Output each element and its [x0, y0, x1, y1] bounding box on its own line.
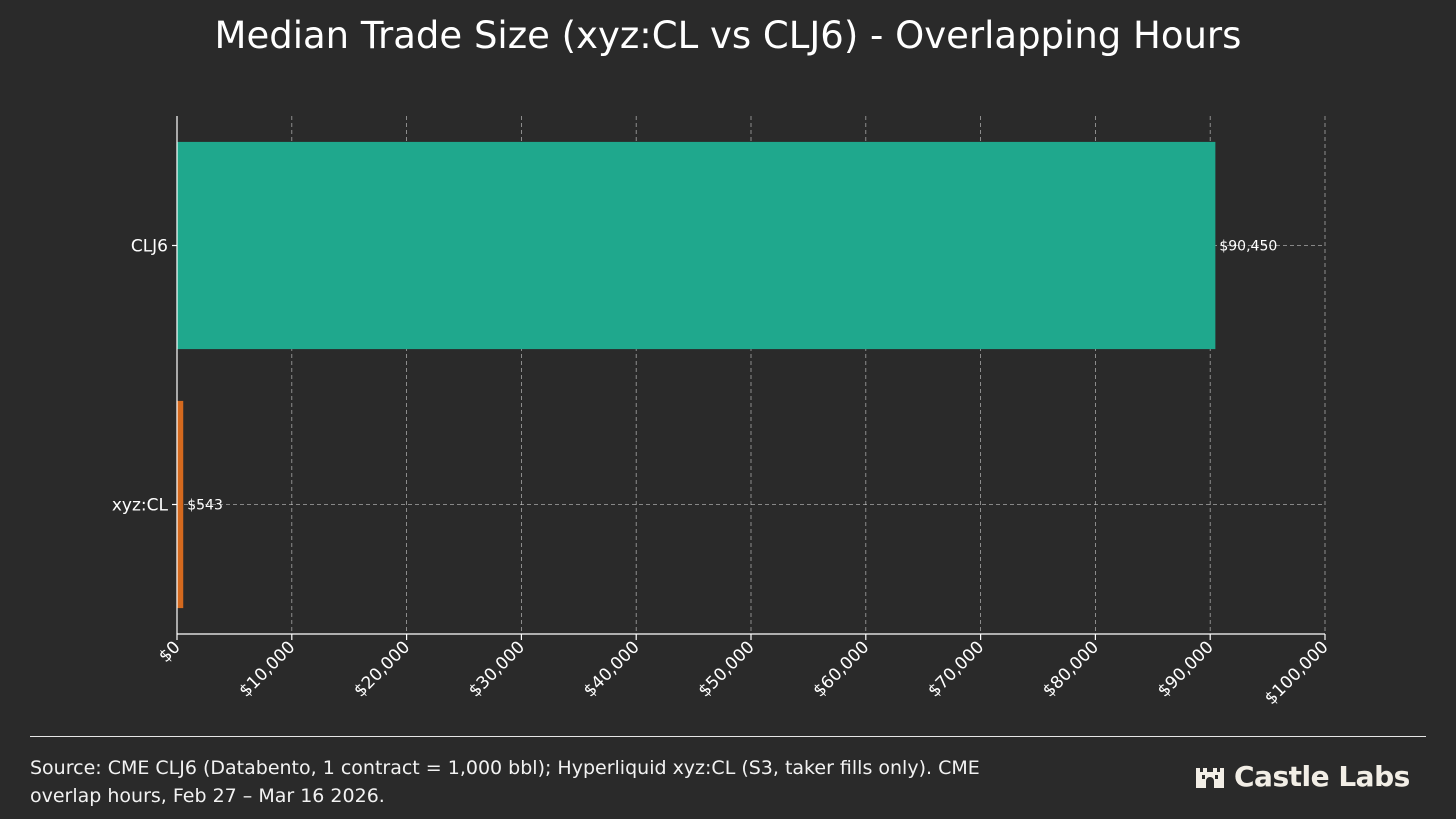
data-label: $543 — [187, 498, 223, 514]
castle-icon — [1196, 768, 1224, 788]
bar-xyz-cl — [177, 400, 184, 609]
axes — [172, 116, 1326, 640]
y-tick-label: xyz:CL — [112, 496, 169, 516]
x-tick-label: $90,000 — [1154, 637, 1218, 701]
x-tick-label: $80,000 — [1039, 637, 1103, 701]
x-tick-label: $20,000 — [350, 637, 414, 701]
footer-divider — [30, 736, 1426, 737]
x-tick-label: $70,000 — [924, 637, 988, 701]
data-label: $90,450 — [1219, 239, 1277, 255]
source-note: Source: CME CLJ6 (Databento, 1 contract … — [30, 757, 980, 807]
x-tick-label: $50,000 — [695, 637, 759, 701]
x-tick-label: $30,000 — [465, 637, 529, 701]
x-tick-label: $60,000 — [809, 637, 873, 701]
brand-name: Castle Labs — [1234, 759, 1410, 793]
brand-logo: Castle Labs — [1194, 756, 1410, 796]
x-tick-label: $0 — [155, 637, 184, 666]
y-tick-label: CLJ6 — [131, 237, 168, 257]
chart-title: Median Trade Size (xyz:CL vs CLJ6) - Ove… — [214, 14, 1242, 57]
bar-clj6 — [177, 141, 1216, 350]
x-tick-label: $10,000 — [235, 637, 299, 701]
bar-chart: $0 $10,000 $20,000 $30,000 $40,000 $50,000 $60… — [112, 116, 1333, 709]
x-tick-label: $100,000 — [1261, 637, 1333, 709]
x-tick-label: $40,000 — [580, 637, 644, 701]
bars — [177, 141, 1216, 609]
